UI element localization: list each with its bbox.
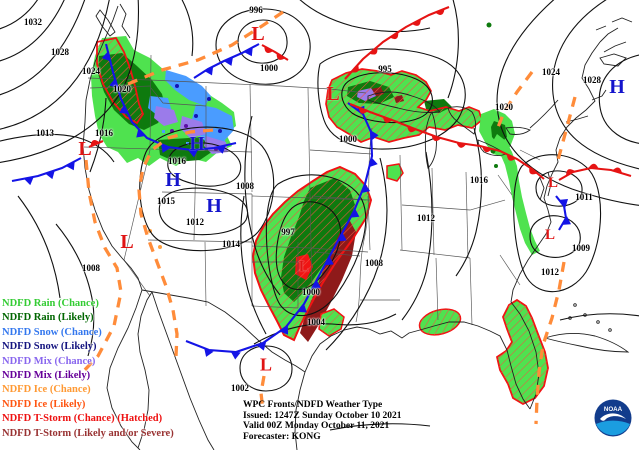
info-line-issued: Issued: 1247Z Sunday October 10 2021 [243,410,402,421]
noaa-logo-icon: NOAA [594,399,632,437]
fronts-and-troughs [11,6,632,425]
legend: NDFD Rain (Chance) NDFD Rain (Likely) NDFD… [2,297,174,441]
issuance-info: WPC Fronts/NDFD Weather Type Issued: 124… [243,400,401,442]
legend-item: NDFD Snow (Chance) [2,326,102,338]
state-borders [83,54,541,326]
info-line-forecaster: Forecaster: KONG [243,431,321,442]
noaa-logo: NOAA [593,398,633,443]
legend-item: NDFD Snow (Likely) [2,341,97,353]
legend-item: NDFD Rain (Likely) [2,312,94,324]
legend-item: NDFD T-Storm (Chance) (Hatched) [2,413,163,425]
legend-item: NDFD Ice (Likely) [2,398,86,410]
noaa-logo-text: NOAA [604,406,623,413]
legend-item: NDFD T-Storm (Likely and/or Severe) [2,427,174,439]
legend-item: NDFD Ice (Chance) [2,384,91,396]
info-line-product: WPC Fronts/NDFD Weather Type [243,400,383,410]
info-line-valid: Valid 00Z Monday October 11, 2021 [243,421,390,432]
legend-item: NDFD Rain (Chance) [2,298,99,309]
legend-item: NDFD Mix (Chance) [2,355,96,367]
legend-item: NDFD Mix (Likely) [2,369,91,381]
